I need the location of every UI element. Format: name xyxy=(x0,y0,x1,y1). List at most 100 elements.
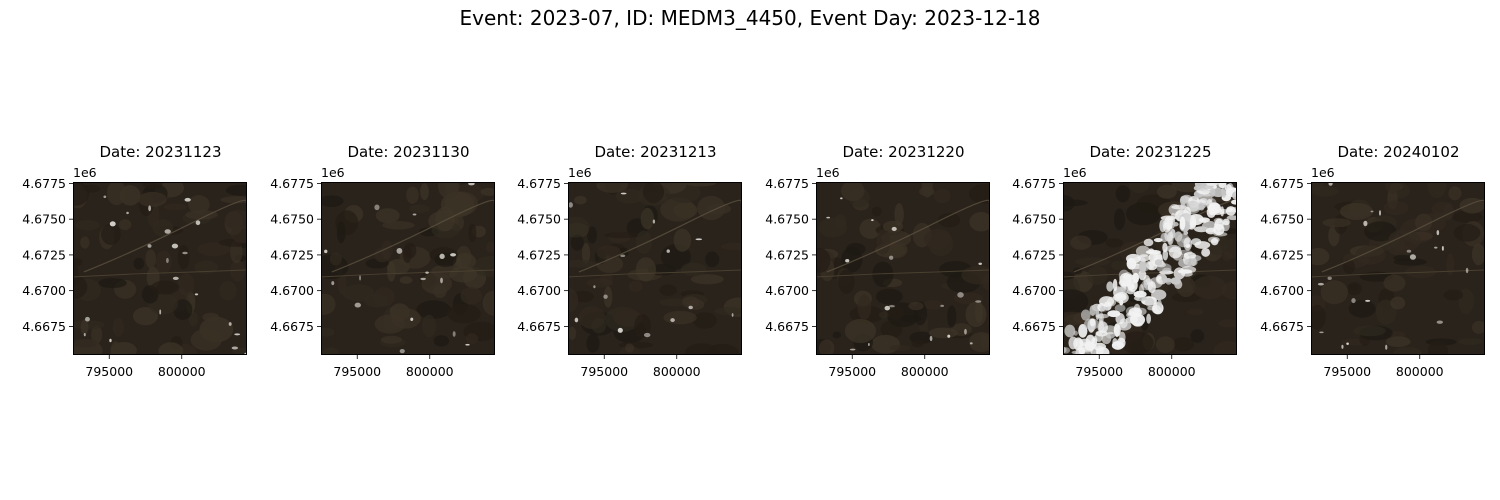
y-tick-label: 4.6700 xyxy=(1260,283,1304,298)
terrain-patch xyxy=(1471,243,1484,266)
cloud xyxy=(975,300,982,303)
terrain-patch xyxy=(225,184,246,196)
cloud xyxy=(1149,277,1163,289)
cloud xyxy=(1409,254,1416,260)
cloud xyxy=(164,229,171,234)
cloud xyxy=(468,183,475,186)
satellite-image xyxy=(569,183,741,354)
cloud xyxy=(1221,220,1230,232)
terrain-patch xyxy=(163,203,187,211)
terrain-patch xyxy=(1156,184,1177,199)
settlement-line xyxy=(331,199,494,273)
terrain-patch xyxy=(697,195,726,221)
terrain-patch xyxy=(1074,257,1111,267)
terrain-patch xyxy=(569,288,579,313)
settlement-line xyxy=(1321,199,1484,273)
terrain-patch xyxy=(1448,186,1462,201)
cloud xyxy=(439,253,445,260)
terrain-patch xyxy=(634,314,651,338)
cloud xyxy=(182,251,188,255)
terrain-patch xyxy=(921,183,933,198)
cloud xyxy=(1180,266,1197,274)
subplot-title: Date: 20231220 xyxy=(842,143,965,161)
cloud xyxy=(1112,278,1118,292)
terrain-patch xyxy=(969,211,989,232)
cloud xyxy=(1317,282,1324,286)
road-line xyxy=(74,269,246,278)
terrain-patch xyxy=(882,220,904,233)
cloud xyxy=(1143,280,1148,288)
cloud xyxy=(83,332,86,337)
terrain-patch xyxy=(1312,304,1326,330)
cloud xyxy=(1194,241,1211,249)
terrain-patch xyxy=(468,223,477,243)
cloud xyxy=(1379,210,1381,216)
terrain-patch xyxy=(871,334,901,354)
cloud xyxy=(620,192,627,195)
y-tick-label: 4.6675 xyxy=(1012,319,1056,334)
cloud xyxy=(1119,331,1126,343)
y-tick-label: 4.6750 xyxy=(517,212,561,227)
cloud xyxy=(1434,246,1438,249)
terrain-patch xyxy=(875,288,903,305)
x-tick-label: 800000 xyxy=(901,364,949,379)
terrain-patch xyxy=(603,286,613,308)
terrain-patch xyxy=(1192,275,1227,300)
terrain-patch xyxy=(420,183,429,201)
terrain-patch xyxy=(660,197,696,222)
cloud xyxy=(159,309,162,315)
cloud xyxy=(574,317,579,323)
terrain-patch xyxy=(188,195,210,214)
cloud xyxy=(1198,217,1211,223)
y-tick-label: 4.6675 xyxy=(270,319,314,334)
cloud xyxy=(603,294,608,299)
terrain-patch xyxy=(1471,320,1484,334)
cloud xyxy=(359,275,361,281)
cloud xyxy=(1151,289,1167,301)
cloud xyxy=(109,221,116,227)
cloud xyxy=(1153,252,1159,261)
cloud xyxy=(1172,222,1179,227)
terrain-patch xyxy=(1458,338,1483,346)
cloud xyxy=(1341,344,1344,349)
cloud xyxy=(1098,320,1104,333)
y-tick-label: 4.6700 xyxy=(22,283,66,298)
y-offset-label: 1e6 xyxy=(1311,165,1335,180)
terrain-patch xyxy=(421,272,452,295)
terrain-patch xyxy=(342,284,375,302)
cloud xyxy=(1089,305,1097,316)
cloud xyxy=(1140,261,1150,272)
terrain-patch xyxy=(1121,331,1154,354)
terrain-patch xyxy=(80,319,89,335)
terrain-patch xyxy=(433,335,450,347)
terrain-patch xyxy=(659,298,691,307)
satellite-image-panel xyxy=(1311,182,1485,355)
terrain-patch xyxy=(1064,289,1089,314)
cloud xyxy=(1117,321,1132,331)
terrain-patch xyxy=(1383,274,1406,292)
x-tick-label: 795000 xyxy=(1075,364,1123,379)
terrain-patch xyxy=(1322,218,1351,228)
cloud xyxy=(826,216,831,219)
terrain-patch xyxy=(635,230,653,255)
terrain-patch xyxy=(685,183,716,187)
y-tick-label: 4.6700 xyxy=(1012,283,1056,298)
cloud xyxy=(1208,204,1216,216)
terrain-patch xyxy=(714,307,741,316)
terrain-patch xyxy=(1385,183,1401,194)
cloud xyxy=(849,348,856,351)
terrain-patch xyxy=(1346,281,1362,296)
terrain-patch xyxy=(878,311,889,319)
y-tick-label: 4.6675 xyxy=(1260,319,1304,334)
cloud xyxy=(1406,249,1412,253)
terrain-patch xyxy=(1446,253,1455,276)
cloud xyxy=(888,304,895,308)
terrain-patch xyxy=(673,228,692,252)
terrain-patch xyxy=(406,186,419,204)
cloud xyxy=(957,292,964,298)
cloud xyxy=(103,195,107,199)
terrain-patch xyxy=(596,245,622,260)
terrain-patch xyxy=(322,254,349,280)
terrain-patch xyxy=(465,333,479,345)
terrain-patch xyxy=(230,259,246,282)
